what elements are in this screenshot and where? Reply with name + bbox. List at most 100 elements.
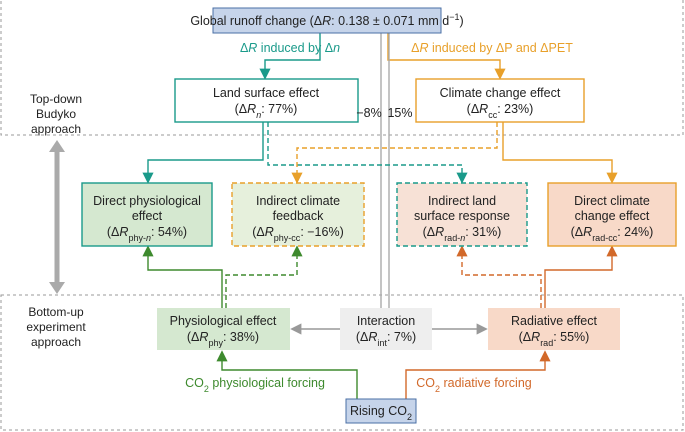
text-part: n [146,233,151,243]
node-box [345,398,417,424]
node-title: Rising CO2 [350,404,412,422]
text-part: (Δ [519,330,532,344]
text-part: Direct physiological [93,194,201,208]
text-part: (Δ [467,102,480,116]
bottom-region [0,294,684,431]
text-part: cc [488,110,498,120]
text-part: (Δ [235,102,248,116]
text-part: : 77%) [261,102,297,116]
node-box [174,78,359,123]
text-part: Budyko [36,107,76,121]
node-value: (ΔRn: 77%) [235,102,298,120]
node-title: Climate change effect [440,86,561,100]
edge-label: ΔR induced by ΔP and ΔPET [411,41,573,55]
text-part: R [265,225,274,239]
text-part: ) [459,14,463,28]
text-part: (Δ [571,225,584,239]
text-part: rad [540,338,553,348]
text-part: phy- [128,233,146,243]
text-part: change effect [575,209,650,223]
share-label: 15% [387,106,412,120]
text-part: 2 [407,412,412,422]
text-part: : −16%) [300,225,343,239]
text-part: effect [132,209,163,223]
text-part: Bottom-up [28,305,84,319]
node-value: (ΔRphy-cc: −16%) [252,225,344,243]
node-value: (ΔRcc: 23%) [467,102,534,120]
forcing-label: CO2 radiative forcing [416,376,532,394]
text-part: −1 [449,12,459,22]
connectors [142,33,618,399]
text-part: (Δ [356,330,369,344]
text-part: induced by ΔP and ΔPET [429,41,574,55]
text-part: R [435,225,444,239]
text-part: Δ [411,41,419,55]
top-region [0,0,684,136]
text-part: Indirect climate [256,194,340,208]
text-part: 2 [435,384,440,394]
node-box [415,78,585,123]
node-title: Physiological effect [170,314,277,328]
text-part: phy-cc [274,233,301,243]
node-title: Land surface effect [213,86,320,100]
text-part: Top-down [30,92,82,106]
node-box [212,7,442,34]
node-title: Global runoff change (ΔR: 0.138 ± 0.071 … [190,12,463,28]
text-part: phy [208,338,223,348]
node-value: (ΔRphy: 38%) [187,330,259,348]
text-part: R [368,330,377,344]
node-box [488,308,620,350]
text-part: CO [185,376,204,390]
text-part: n [333,41,340,55]
share-label: −8% [356,106,381,120]
text-part: n [256,110,261,120]
node-value: (ΔRphy-n: 54%) [107,225,187,243]
approach-label: Bottom-up experiment approach [26,305,86,349]
node-box [340,308,432,350]
text-part: radiative forcing [440,376,532,390]
text-part: CO [416,376,435,390]
text-part: : 0.138 ± 0.071 mm d [331,14,449,28]
text-part: physiological forcing [209,376,325,390]
text-part: 2 [204,384,209,394]
text-part: n [460,233,465,243]
text-part: Rising CO [350,404,407,418]
text-part: induced by Δ [257,41,333,55]
text-part: (Δ [252,225,265,239]
node-box [547,182,677,247]
text-part: R [322,14,331,28]
node-value: (ΔRrad-n: 31%) [423,225,502,243]
text-part: rad- [444,233,460,243]
text-part: experiment [26,320,86,334]
text-part: R [248,41,257,55]
node-box [396,182,528,247]
node-box [157,308,290,350]
text-part: R [247,102,256,116]
node-value: (ΔRrad-cc: 24%) [571,225,654,243]
text-part: Indirect land [428,194,496,208]
text-part: : 55%) [553,330,589,344]
node-title: Radiative effect [511,314,597,328]
text-part: : 23%) [497,102,533,116]
text-part: int [377,338,387,348]
text-part: R [199,330,208,344]
text-part: surface response [414,209,510,223]
text-part: : 7%) [387,330,416,344]
text-part: R [479,102,488,116]
node-title: Direct physiological effect [93,194,201,223]
node-box [231,182,365,247]
text-part: : 54%) [151,225,187,239]
text-part: Δ [240,41,248,55]
text-part: (Δ [187,330,200,344]
node-title: Indirect climate feedback [256,194,340,223]
node-title: Indirect land surface response [414,194,510,223]
text-part: R [419,41,428,55]
text-part: : 38%) [223,330,259,344]
node-value: (ΔRint: 7%) [356,330,416,348]
text-part: R [583,225,592,239]
edge-label: ΔR induced by Δn [240,41,340,55]
text-part: rad-cc [592,233,618,243]
approach-label: Top-down Budyko approach [30,92,82,136]
text-part: Global runoff change (Δ [190,14,322,28]
